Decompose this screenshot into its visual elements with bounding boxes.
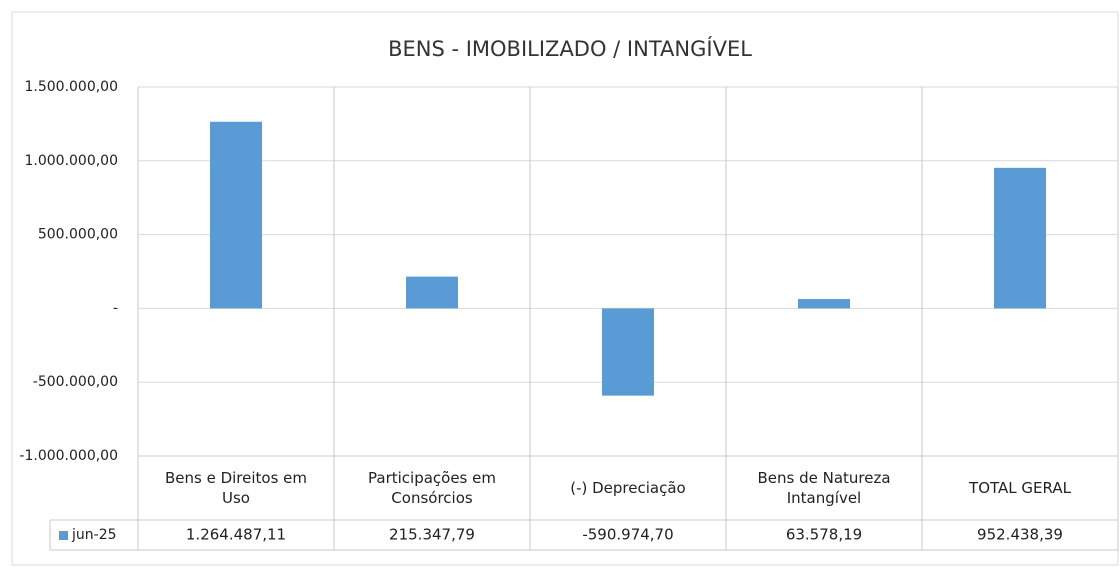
y-tick-label: -1.000.000,00 [19, 448, 118, 464]
x-tick-label: Bens e Direitos em Uso [164, 468, 308, 507]
legend-label: jun-25 [71, 527, 117, 543]
y-tick-label: 1.000.000,00 [24, 153, 118, 169]
y-tick-label: 500.000,00 [38, 227, 118, 243]
x-tick-label-box: (-) Depreciação [570, 478, 686, 497]
x-tick-label-box: Bens e Direitos em Uso [164, 468, 308, 507]
y-tick-label: -500.000,00 [33, 374, 118, 390]
legend-swatch [59, 531, 68, 540]
data-table-value: 215.347,79 [389, 526, 475, 544]
x-tick-label: Participações em Consórcios [368, 468, 496, 507]
y-tick-label: 1.500.000,00 [24, 79, 118, 95]
x-tick-label: Bens de Natureza Intangível [757, 468, 891, 507]
bar [602, 308, 654, 396]
data-table-value: -590.974,70 [582, 526, 673, 544]
chart-border [11, 11, 1119, 566]
x-tick-label-box: TOTAL GERAL [969, 478, 1071, 497]
bar [798, 299, 850, 309]
x-tick-label: TOTAL GERAL [969, 478, 1071, 497]
bar [210, 121, 262, 309]
y-tick-label: - [113, 300, 118, 316]
data-table-value: 952.438,39 [977, 526, 1063, 544]
x-tick-label-box: Participações em Consórcios [368, 468, 496, 507]
data-table-value: 1.264.487,11 [186, 526, 286, 544]
x-tick-label: (-) Depreciação [570, 478, 686, 497]
x-tick-label-box: Bens de Natureza Intangível [757, 468, 891, 507]
data-table-value: 63.578,19 [786, 526, 862, 544]
bar [406, 276, 458, 309]
chart-title: BENS - IMOBILIZADO / INTANGÍVEL [388, 36, 752, 61]
bar [994, 167, 1046, 309]
